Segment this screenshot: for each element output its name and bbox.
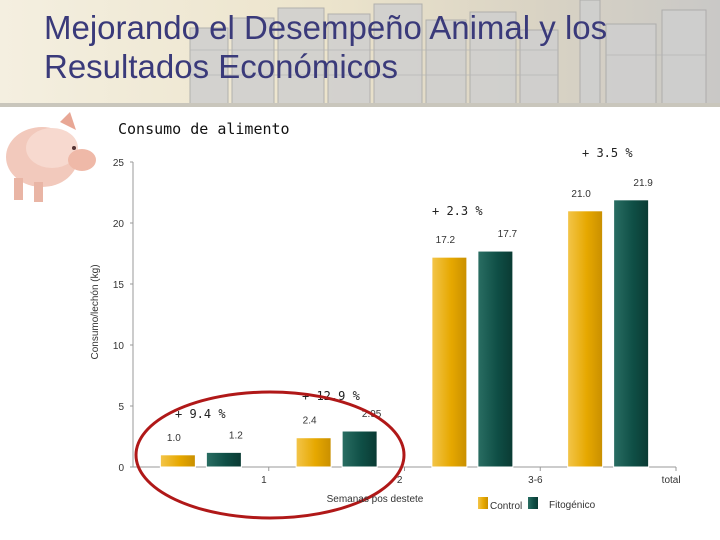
bar-value-label: 21.9 (633, 178, 653, 189)
x-tick-label: 2 (397, 475, 403, 486)
legend-label-fitogenico: Fitogénico (549, 500, 596, 511)
annotation-week2: + 12.9 % (302, 389, 361, 403)
y-tick-label: 20 (113, 219, 125, 230)
bar-value-label: 2.4 (303, 416, 317, 427)
bar-fitogenico (205, 451, 242, 468)
pig-illustration (6, 112, 96, 202)
annotation-total: + 3.5 % (582, 146, 633, 160)
bar-value-label: 17.2 (436, 235, 456, 246)
bar-value-label: 17.7 (498, 229, 518, 240)
bar-control (295, 437, 332, 468)
y-tick-label: 15 (113, 280, 125, 291)
annotation-week1: + 9.4 % (175, 407, 226, 421)
bar-value-label: 1.2 (229, 430, 243, 441)
y-tick-label: 10 (113, 341, 125, 352)
y-tick-label: 0 (118, 463, 124, 474)
legend-swatch-control (478, 497, 488, 509)
chart-title: Consumo de alimento (118, 120, 290, 138)
bar-value-label: 1.0 (167, 433, 181, 444)
legend: Control Fitogénico (478, 497, 596, 512)
legend-swatch-fitogenico (528, 497, 538, 509)
bar-value-label: 21.0 (571, 189, 591, 200)
y-tick-label: 5 (118, 402, 124, 413)
bar-fitogenico (341, 430, 378, 468)
x-tick-label: 3-6 (528, 475, 543, 486)
silo-background-image (0, 0, 720, 107)
x-axis-label: Semanas pos destete (327, 494, 424, 505)
y-axis-label: Consumo/lechón (kg) (90, 264, 101, 359)
slide-header: Mejorando el Desempeño Animal y los Resu… (0, 0, 720, 107)
annotation-weeks3-6: + 2.3 % (432, 204, 483, 218)
bar-control (159, 454, 196, 468)
bar-fitogenico (613, 199, 650, 468)
bar-control (431, 256, 468, 468)
x-tick-label: total (662, 475, 681, 486)
highlight-ellipse (134, 390, 406, 520)
slide-title: Mejorando el Desempeño Animal y los Resu… (44, 9, 608, 85)
bar-fitogenico (477, 250, 514, 468)
bar-control (567, 210, 604, 468)
y-tick-label: 25 (113, 158, 125, 169)
legend-label-control: Control (490, 501, 522, 512)
x-tick-label: 1 (261, 475, 267, 486)
